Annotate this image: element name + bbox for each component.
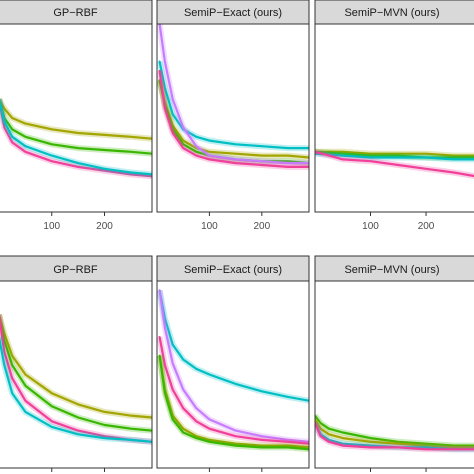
- green-series-line: [0, 314, 152, 432]
- cyan-series-line: [158, 289, 309, 402]
- yellow-green-series-line: [0, 314, 152, 419]
- strip-title: SemiP−MVN (ours): [344, 7, 439, 19]
- x-tick-label-200: 200: [253, 221, 270, 232]
- strip-title: GP−RBF: [53, 7, 98, 19]
- panel-top-semip-mvn: SemiP−MVN (ours) 100 200: [314, 0, 474, 232]
- yellow-green-series-line: [315, 150, 474, 157]
- cyan-series-line: [0, 336, 152, 443]
- pink-series-line: [158, 69, 309, 168]
- green-series-line: [315, 150, 474, 159]
- pink-series-line: [315, 422, 474, 451]
- x-tick-label-100: 100: [362, 221, 379, 232]
- plot-area: [0, 24, 152, 212]
- strip-title: GP−RBF: [53, 264, 98, 276]
- pink-series-line: [158, 336, 309, 445]
- panel-bottom-semip-exact: SemiP−Exact (ours): [156, 255, 310, 472]
- cyan-series-line: [0, 98, 152, 176]
- panel-top-gp-rbf: GP−RBF 100 200: [0, 0, 153, 232]
- violet-series-line: [158, 289, 309, 443]
- green-series-line: [0, 98, 152, 155]
- panel-bottom-gp-rbf: GP−RBF: [0, 255, 153, 472]
- pink-series-line: [0, 98, 152, 178]
- x-axis-ticks: 100 200: [201, 212, 271, 232]
- panel-border: [0, 23, 153, 213]
- yellow-green-series-line: [0, 98, 152, 140]
- strip-background: [0, 255, 153, 282]
- strip-background: [0, 0, 153, 25]
- strip-background: [156, 0, 310, 25]
- panel-top-semip-exact: SemiP−Exact (ours) 100 200: [156, 0, 310, 232]
- x-tick-label-200: 200: [96, 221, 113, 232]
- strip-background: [314, 255, 474, 282]
- x-axis-ticks: 100 200: [43, 212, 113, 232]
- green-series-line: [158, 354, 309, 451]
- yellow-green-series-line: [315, 418, 474, 449]
- x-axis-ticks: [370, 468, 427, 472]
- cyan-series-line: [158, 60, 309, 150]
- plot-area: [157, 281, 309, 468]
- pink-series-line: [315, 150, 474, 178]
- panel-border: [156, 23, 310, 213]
- x-tick-label-200: 200: [418, 221, 435, 232]
- panel-bottom-semip-mvn: SemiP−MVN (ours): [314, 255, 474, 472]
- plot-area: [157, 24, 309, 212]
- x-tick-label-100: 100: [201, 221, 218, 232]
- violet-series-line: [158, 24, 309, 165]
- x-axis-ticks: [51, 468, 106, 472]
- strip-title: SemiP−Exact (ours): [184, 264, 282, 276]
- panel-border: [314, 280, 474, 469]
- cyan-series-line: [315, 152, 474, 161]
- x-tick-label-100: 100: [43, 221, 60, 232]
- x-axis-ticks: [208, 468, 263, 472]
- green-series-line: [315, 414, 474, 447]
- strip-title: SemiP−MVN (ours): [344, 264, 439, 276]
- strip-title: SemiP−Exact (ours): [184, 7, 282, 19]
- x-axis-ticks: 100 200: [362, 212, 435, 232]
- panel-border: [314, 23, 474, 213]
- panel-border: [0, 280, 153, 469]
- plot-area: [315, 24, 474, 212]
- panel-border: [156, 280, 310, 469]
